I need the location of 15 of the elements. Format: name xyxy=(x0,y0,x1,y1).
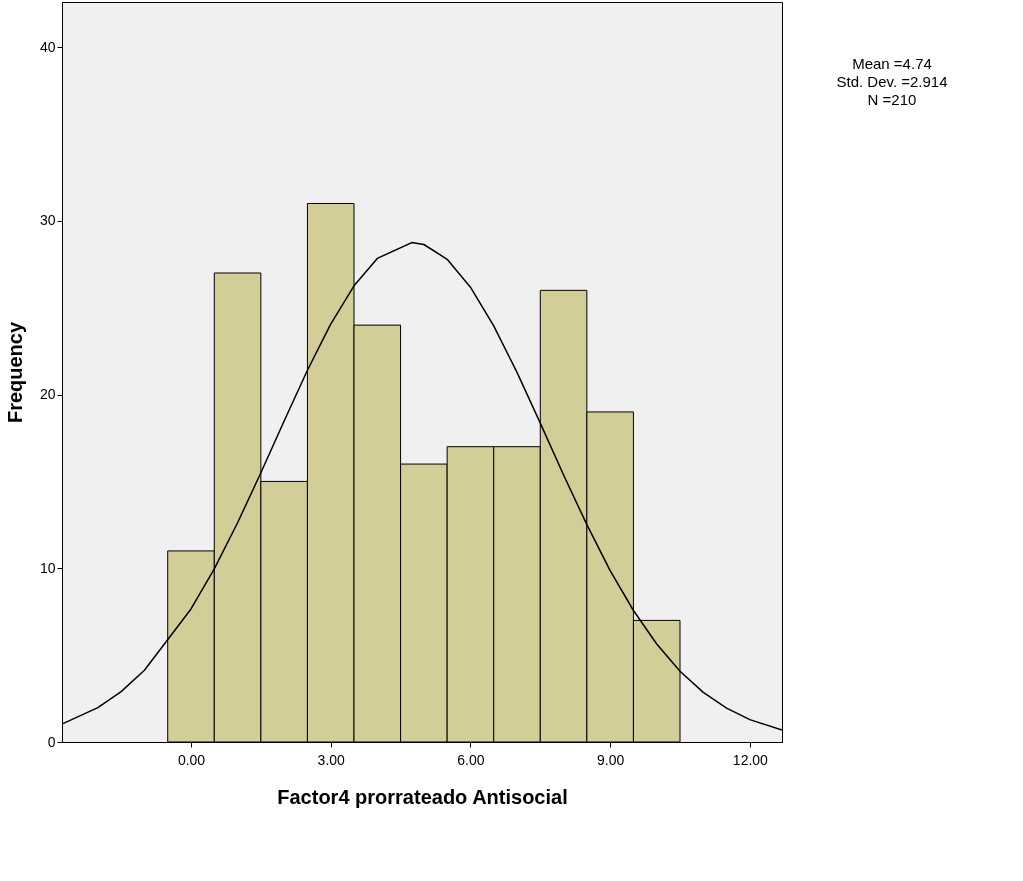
x-tick-label: 0.00 xyxy=(177,751,206,768)
y-tick-label: 40 xyxy=(39,38,56,55)
x-axis-title: Factor4 prorrateado Antisocial xyxy=(277,785,568,808)
text: Mean =4.74 xyxy=(852,55,932,72)
y-tick-label: 20 xyxy=(39,386,56,403)
y-axis-title: Frequency xyxy=(3,321,26,424)
x-tick-label: 3.00 xyxy=(317,751,346,768)
x-tick-label: 6.00 xyxy=(457,751,485,768)
text: Std. Dev. =2.914 xyxy=(836,73,948,90)
x-tick-label: 12.00 xyxy=(732,751,769,768)
y-tick-label: 30 xyxy=(39,212,56,229)
y-tick-label: 0 xyxy=(47,733,56,750)
y-tick-label: 10 xyxy=(39,559,56,576)
text: N =210 xyxy=(867,91,917,108)
x-tick-label: 9.00 xyxy=(597,751,625,768)
